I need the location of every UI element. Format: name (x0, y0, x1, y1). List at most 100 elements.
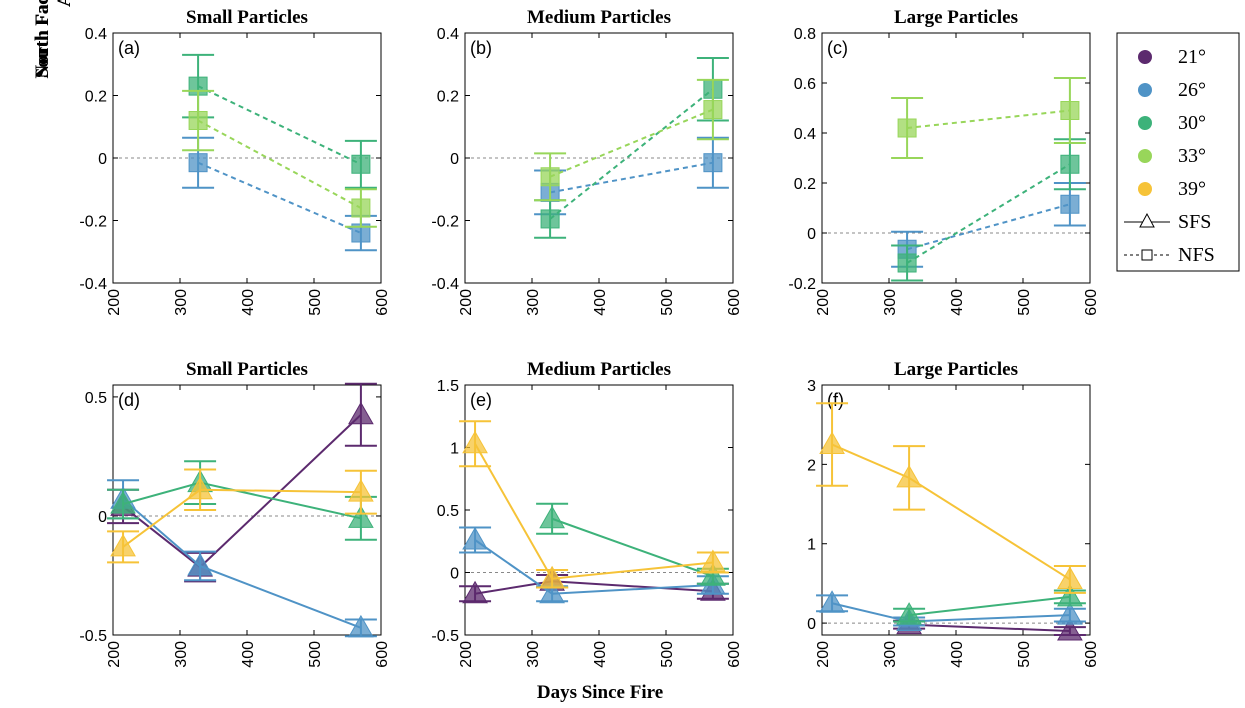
series-line (122, 488, 361, 548)
legend-label: 21° (1178, 46, 1206, 68)
row-label-north-line: North Facing Slope (32, 0, 53, 79)
data-point (1057, 583, 1083, 607)
x-tick-label: 600 (726, 641, 743, 668)
series-line (549, 161, 714, 194)
legend-marker (1138, 116, 1152, 130)
data-point (897, 118, 917, 138)
data-point (539, 580, 565, 604)
series-26deg (891, 182, 1086, 268)
y-tick-label: 1 (807, 537, 816, 554)
legend-nfs-square (1141, 249, 1153, 261)
data-point (1060, 101, 1080, 120)
series-26deg (182, 136, 377, 252)
panel-title: Large Particles (894, 7, 1018, 28)
row-label-south-line: A (54, 0, 75, 7)
series-line (906, 163, 1071, 264)
y-tick-label: 0.2 (794, 176, 816, 193)
x-tick-label: 500 (307, 641, 324, 668)
data-point (819, 431, 845, 455)
x-tick-label: 500 (659, 289, 676, 316)
y-tick-label: 0 (450, 151, 459, 168)
series-line (831, 602, 1070, 623)
data-point (1057, 618, 1083, 641)
panel-label: (f) (827, 390, 844, 410)
series-39deg (107, 468, 377, 564)
data-point (819, 590, 845, 613)
series-line (906, 203, 1071, 251)
series-line (122, 498, 362, 629)
data-point (462, 430, 488, 454)
y-tick-label: 0.6 (794, 76, 816, 93)
x-tick-label: 200 (458, 289, 475, 316)
axes-box (821, 32, 1091, 284)
data-point (187, 552, 213, 576)
data-point (188, 153, 208, 173)
series-39deg (816, 402, 1086, 594)
y-tick-label: 0.5 (437, 503, 459, 520)
data-point (187, 476, 213, 500)
y-tick-label: 0.4 (794, 126, 816, 143)
x-tick-label: 500 (659, 641, 676, 668)
series-21deg (107, 382, 377, 583)
series-line (909, 623, 1070, 633)
row-label-south: South Facing SlopeA (32, 0, 75, 78)
row-label-north: North Facing SlopeA (32, 0, 75, 79)
legend-sfs-label: SFS (1178, 211, 1211, 233)
panel-title: Large Particles (894, 359, 1018, 380)
series-line (197, 161, 362, 234)
data-point (1060, 194, 1080, 214)
data-point (896, 464, 922, 488)
data-point (1060, 154, 1080, 174)
y-tick-label: 0 (98, 151, 107, 168)
panel-title: Small Particles (186, 7, 308, 28)
y-tick-label: 1 (450, 441, 459, 458)
panel-f: 200 300 400 500 600 0 1 2 3 Large Particles (f) (807, 359, 1100, 668)
x-tick-label: 300 (525, 641, 542, 668)
panel-label: (a) (118, 38, 140, 58)
x-tick-label: 600 (374, 289, 391, 316)
data-point (703, 100, 723, 120)
data-point (1057, 602, 1083, 625)
series-26deg (107, 479, 377, 638)
series-33deg (891, 77, 1086, 159)
legend-marker (1138, 83, 1152, 97)
x-tick-label: 400 (949, 289, 966, 316)
y-tick-label: 1.5 (437, 378, 459, 395)
legend-sfs-triangle (1139, 212, 1155, 228)
x-tick-label: 300 (173, 289, 190, 316)
data-point (188, 111, 208, 130)
legend-nfs-label: NFS (1178, 244, 1215, 266)
y-tick-label: 0 (450, 566, 459, 583)
x-tick-label: 600 (1083, 289, 1100, 316)
y-tick-label: 0 (807, 616, 816, 633)
legend-label: 30° (1178, 112, 1206, 134)
data-point (897, 253, 917, 273)
y-tick-label: 0.2 (85, 89, 107, 106)
y-tick-label: -0.2 (431, 214, 459, 231)
legend-box (1116, 32, 1240, 272)
panel-label: (e) (470, 390, 492, 410)
x-tick-label: 300 (525, 289, 542, 316)
y-tick-label: 2 (807, 457, 816, 474)
x-tick-label: 300 (882, 289, 899, 316)
x-tick-label: 600 (374, 641, 391, 668)
legend: 21° 26° 30° 33° 39° SFS NFS (1116, 32, 1240, 272)
data-point (540, 209, 560, 229)
data-point (348, 479, 374, 502)
axes-box (464, 384, 734, 636)
series-30deg (891, 138, 1086, 282)
series-line (908, 595, 1071, 617)
legend-label: 26° (1178, 79, 1206, 101)
panel-d: 200 300 400 500 600 -0.5 0 0.5 Small Particles (d… (79, 359, 391, 668)
data-point (462, 526, 488, 550)
series-line (831, 443, 1071, 581)
y-tick-label: 0 (98, 509, 107, 526)
series-30deg (182, 53, 377, 189)
data-point (540, 167, 560, 187)
data-point (110, 491, 136, 514)
data-point (348, 505, 374, 528)
series-line (551, 517, 714, 578)
series-line (197, 85, 362, 166)
panel-b: 200 300 400 500 600 -0.4 -0.2 0 0.2 0.4 Medium Par… (431, 7, 743, 316)
